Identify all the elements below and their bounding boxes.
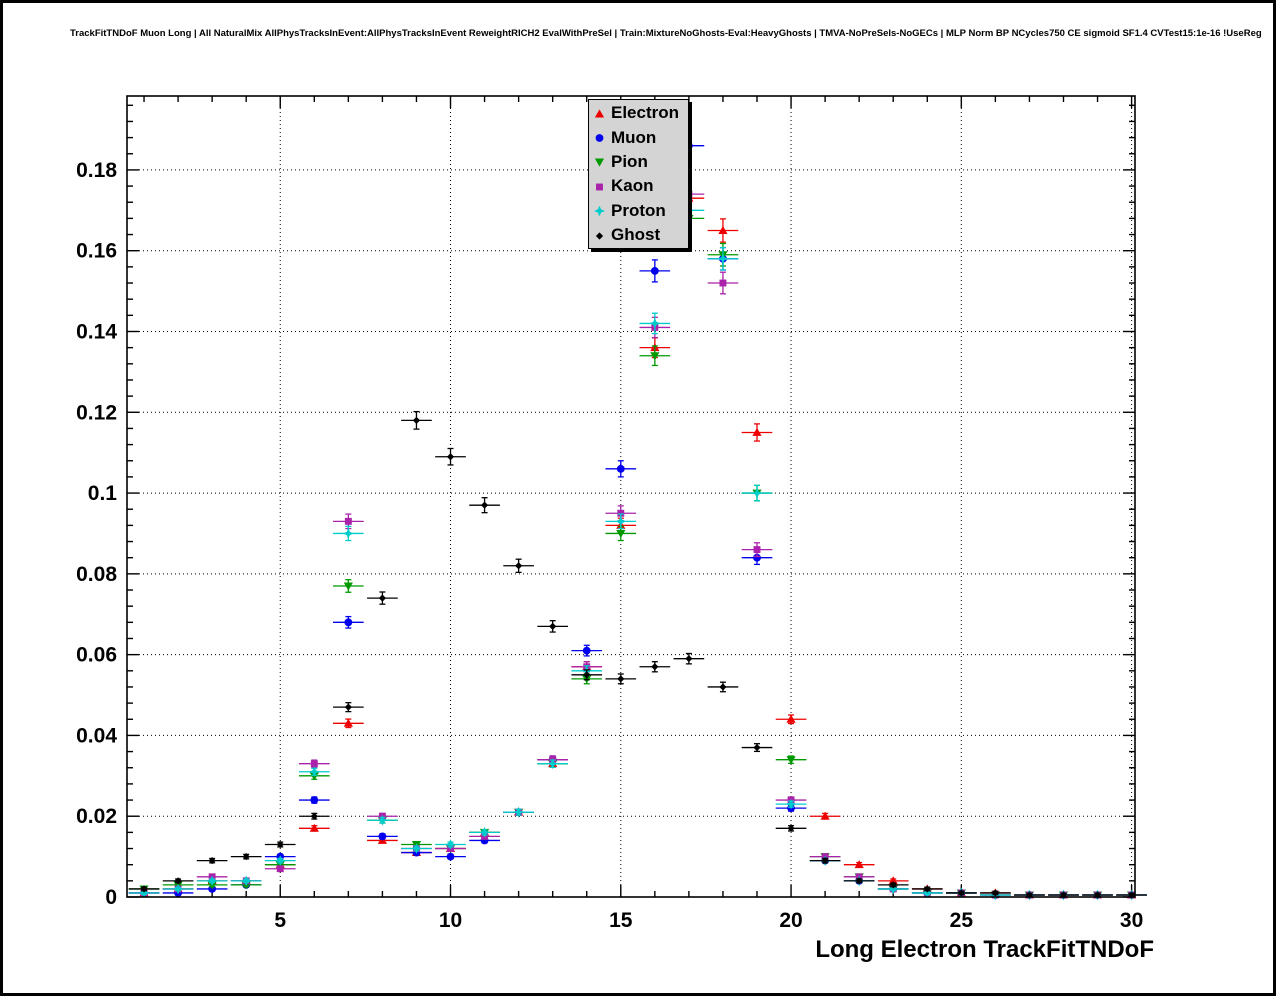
svg-text:0.02: 0.02 (76, 805, 117, 828)
svg-text:0.16: 0.16 (76, 240, 117, 263)
legend-label-muon: Muon (611, 127, 657, 147)
svg-text:0.14: 0.14 (76, 320, 117, 343)
legend: Electron Muon Pion Kaon Proton Ghost (588, 99, 689, 250)
muon-marker-icon (595, 134, 604, 142)
svg-text:15: 15 (609, 909, 633, 932)
proton-marker-icon (594, 205, 605, 217)
legend-entry-kaon: Kaon (592, 174, 688, 198)
legend-entry-proton: Proton (592, 199, 688, 223)
legend-entry-ghost: Ghost (592, 223, 688, 247)
svg-text:20: 20 (779, 909, 802, 932)
svg-text:0.08: 0.08 (76, 563, 117, 586)
legend-label-kaon: Kaon (611, 176, 654, 196)
svg-text:25: 25 (950, 909, 974, 932)
legend-label-pion: Pion (611, 151, 648, 171)
svg-text:0.06: 0.06 (76, 644, 117, 667)
chart-title: TrackFitTNDoF Muon Long | All NaturalMix… (70, 28, 1262, 39)
legend-label-proton: Proton (611, 200, 666, 220)
pion-marker-icon (594, 159, 605, 168)
legend-label-electron: Electron (611, 103, 680, 123)
axis-tick-labels: 5 10 15 20 25 30 0 0.02 0.04 0.06 0.08 0.1 0.12 0.14 0… (76, 159, 1143, 932)
legend-entry-pion: Pion (592, 150, 688, 174)
svg-text:0.1: 0.1 (88, 482, 118, 505)
electron-marker-icon (594, 109, 605, 118)
ghost-marker-icon (595, 232, 604, 240)
svg-text:0: 0 (105, 886, 117, 909)
svg-text:0.12: 0.12 (76, 401, 117, 424)
legend-label-ghost: Ghost (611, 225, 661, 245)
legend-entry-electron: Electron (592, 101, 688, 125)
svg-text:0.04: 0.04 (76, 724, 117, 747)
svg-text:30: 30 (1120, 909, 1143, 932)
series-ghost (128, 410, 1147, 899)
kaon-marker-icon (596, 183, 603, 191)
x-axis-title: Long Electron TrackFitTNDoF (815, 936, 1154, 963)
svg-text:0.18: 0.18 (76, 159, 117, 182)
svg-text:5: 5 (274, 909, 286, 932)
legend-entry-muon: Muon (592, 125, 688, 149)
svg-text:10: 10 (439, 909, 462, 932)
